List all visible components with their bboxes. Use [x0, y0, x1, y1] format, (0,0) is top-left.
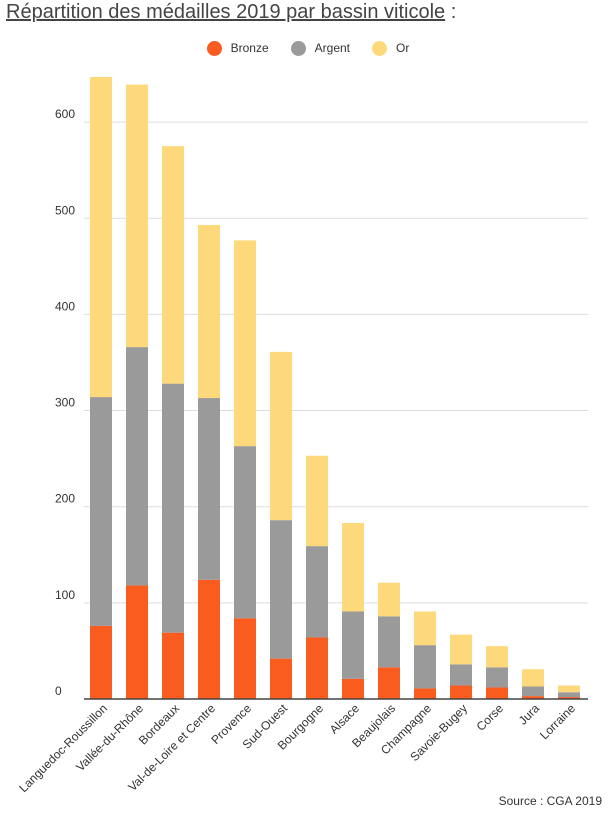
bar-bronze-8: [342, 678, 364, 699]
bar-bronze-12: [486, 687, 508, 699]
legend-swatch-or: [372, 40, 388, 56]
legend-label-or: Or: [396, 41, 410, 55]
legend-label-argent: Argent: [314, 41, 351, 55]
y-tick-label-400: 400: [55, 299, 75, 313]
bar-argent-4: [198, 398, 220, 580]
y-tick-label-100: 100: [55, 588, 75, 602]
y-tick-label-0: 0: [55, 684, 62, 698]
bar-bronze-5: [234, 618, 256, 699]
x-tick-label-13: Jura: [516, 701, 543, 728]
legend-item-or: Or: [372, 40, 410, 56]
bar-argent-1: [90, 397, 112, 626]
bar-or-9: [378, 582, 400, 617]
bar-argent-3: [162, 383, 184, 633]
bar-or-5: [234, 240, 256, 447]
bar-or-8: [342, 523, 364, 612]
legend-swatch-argent: [290, 40, 306, 56]
y-tick-label-200: 200: [55, 492, 75, 506]
x-tick-label-14: Lorraine: [537, 701, 578, 742]
x-tick-label-12: Corse: [474, 701, 507, 734]
bar-argent-6: [270, 520, 292, 659]
bar-argent-11: [450, 664, 472, 686]
bar-or-7: [306, 455, 328, 547]
y-tick-label-300: 300: [55, 396, 75, 410]
bar-argent-7: [306, 546, 328, 638]
bar-or-13: [522, 669, 544, 687]
bar-argent-10: [414, 645, 436, 689]
bar-bronze-14: [558, 697, 580, 699]
bar-or-14: [558, 685, 580, 693]
bar-argent-12: [486, 667, 508, 688]
bar-or-3: [162, 146, 184, 384]
bar-argent-5: [234, 446, 256, 619]
bar-bronze-7: [306, 637, 328, 699]
legend-item-bronze: Bronze: [206, 40, 269, 56]
bar-or-6: [270, 351, 292, 521]
bar-or-1: [90, 76, 112, 398]
bar-argent-2: [126, 347, 148, 586]
bar-bronze-6: [270, 658, 292, 699]
bar-or-4: [198, 224, 220, 399]
chart-title: Répartition des médailles 2019 par bassi…: [6, 1, 457, 23]
bar-or-10: [414, 611, 436, 646]
legend-item-argent: Argent: [290, 40, 351, 56]
bar-bronze-3: [162, 632, 184, 699]
chart-legend: Bronze Argent Or: [0, 38, 616, 58]
bar-argent-13: [522, 686, 544, 697]
source-note: Source : CGA 2019: [498, 794, 602, 808]
bar-bronze-13: [522, 696, 544, 699]
bar-or-11: [450, 634, 472, 665]
legend-label-bronze: Bronze: [230, 41, 269, 55]
bar-bronze-4: [198, 579, 220, 699]
bar-bronze-10: [414, 688, 436, 699]
bar-or-12: [486, 646, 508, 668]
bar-argent-14: [558, 692, 580, 698]
bar-argent-8: [342, 611, 364, 679]
bar-bronze-9: [378, 667, 400, 699]
y-tick-label-600: 600: [55, 107, 75, 121]
bar-bronze-2: [126, 585, 148, 699]
bar-bronze-11: [450, 685, 472, 699]
legend-swatch-bronze: [206, 40, 222, 56]
bar-or-2: [126, 84, 148, 348]
bar-argent-9: [378, 616, 400, 668]
bar-bronze-1: [90, 625, 112, 699]
y-tick-label-500: 500: [55, 203, 75, 217]
